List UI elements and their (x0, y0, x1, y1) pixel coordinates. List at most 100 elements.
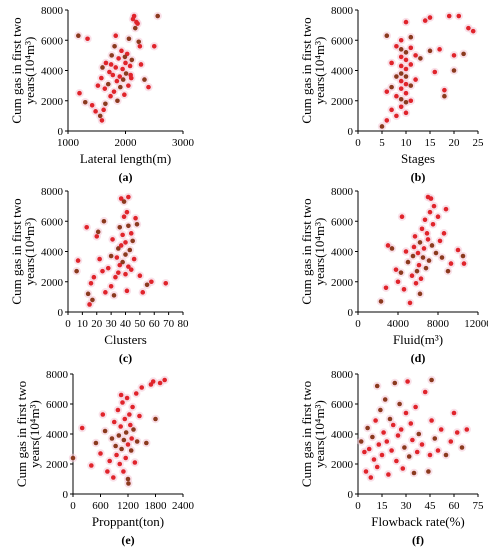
data-point (90, 297, 95, 303)
x-axis-label: Fluid(m³) (393, 332, 443, 347)
y-tick-label: 6000 (331, 216, 354, 228)
data-point (362, 449, 367, 455)
data-point (384, 89, 390, 94)
data-point (400, 466, 406, 471)
data-point (133, 391, 139, 396)
data-point (417, 291, 423, 297)
data-point (454, 430, 460, 435)
data-point (419, 226, 425, 232)
data-point (389, 107, 394, 113)
data-point (162, 377, 167, 383)
data-point (122, 92, 127, 97)
data-point (424, 231, 430, 236)
data-point (111, 475, 116, 480)
data-point (381, 430, 386, 435)
y-tick-label: 2000 (331, 96, 354, 108)
data-point (408, 83, 414, 88)
data-point (425, 194, 431, 200)
data-point (77, 90, 82, 96)
data-point (97, 113, 103, 119)
data-point (118, 196, 124, 201)
panel-label: (b) (411, 170, 426, 184)
data-point (121, 437, 127, 443)
data-point (119, 48, 124, 54)
data-point (455, 247, 461, 253)
data-point (409, 273, 415, 279)
data-point (415, 250, 421, 256)
data-point (423, 265, 429, 271)
data-point (363, 469, 369, 474)
x-tick-label: 15 (377, 500, 389, 512)
y-axis-label-line1: Cum gas in first two (299, 381, 314, 487)
x-tick-label: 1800 (145, 500, 168, 512)
data-point (120, 400, 125, 405)
data-point (140, 290, 146, 295)
y-axis-label-line1: Cum gas in first two (299, 198, 314, 304)
x-tick-label: 30 (106, 318, 118, 330)
y-tick-label: 4000 (331, 429, 354, 441)
data-point (398, 63, 404, 69)
x-tick-label: 45 (425, 500, 437, 512)
x-tick-label: 4000 (387, 318, 410, 330)
data-point (394, 44, 399, 49)
y-tick-label: 8000 (46, 369, 69, 381)
data-point (135, 21, 140, 26)
data-point (410, 437, 415, 443)
data-point (430, 221, 436, 227)
data-point (70, 455, 76, 461)
data-point (132, 460, 138, 465)
y-axis-label-line2: years(10⁴m³) (22, 218, 37, 286)
data-point (123, 71, 129, 76)
data-point (408, 34, 414, 40)
data-point (101, 107, 106, 113)
y-tick-label: 2000 (46, 459, 69, 471)
data-point (82, 99, 88, 105)
data-point (435, 448, 441, 453)
y-tick-label: 0 (58, 307, 64, 319)
data-point (102, 86, 108, 91)
data-point (407, 300, 413, 306)
data-point (115, 407, 121, 413)
x-tick-label: 0 (70, 500, 76, 512)
data-point (108, 62, 114, 67)
y-tick-label: 0 (63, 489, 69, 501)
panel-c: 0 2000 4000 6000 8000 0 10 20 30 40 50 60 70 80 Cluste… (9, 186, 189, 365)
data-point (101, 218, 107, 224)
data-point (429, 418, 434, 423)
data-point (134, 439, 140, 444)
data-point (111, 89, 117, 94)
data-point (93, 440, 99, 446)
data-point (76, 33, 81, 39)
data-point (403, 66, 409, 72)
y-tick-label: 4000 (331, 66, 354, 78)
data-point (451, 410, 457, 416)
y-tick-label: 8000 (41, 5, 64, 17)
data-point (127, 63, 133, 69)
data-point (113, 443, 118, 449)
data-point (89, 463, 94, 468)
data-point (374, 464, 380, 470)
y-tick-label: 8000 (331, 5, 354, 17)
data-point (448, 439, 454, 444)
y-tick-label: 8000 (331, 369, 354, 381)
data-point (439, 255, 445, 260)
data-point (431, 203, 437, 209)
data-point (419, 442, 425, 447)
data-point (403, 90, 409, 96)
data-point (408, 98, 414, 104)
y-axis-label-line2: years(10⁴m³) (22, 37, 37, 105)
data-point (446, 13, 452, 19)
data-point (134, 221, 140, 227)
panel-label: (e) (121, 533, 134, 547)
data-point (403, 81, 409, 87)
data-point (116, 433, 122, 438)
data-point (456, 13, 462, 19)
x-tick-label: 0 (355, 318, 361, 330)
data-point (123, 240, 128, 245)
data-point (124, 209, 130, 215)
x-tick-label: 5 (379, 137, 385, 149)
y-axis-label-line2: years(10⁴m³) (312, 400, 327, 468)
x-tick-label: 20 (449, 137, 461, 149)
data-point (115, 98, 120, 104)
data-point (118, 243, 124, 248)
